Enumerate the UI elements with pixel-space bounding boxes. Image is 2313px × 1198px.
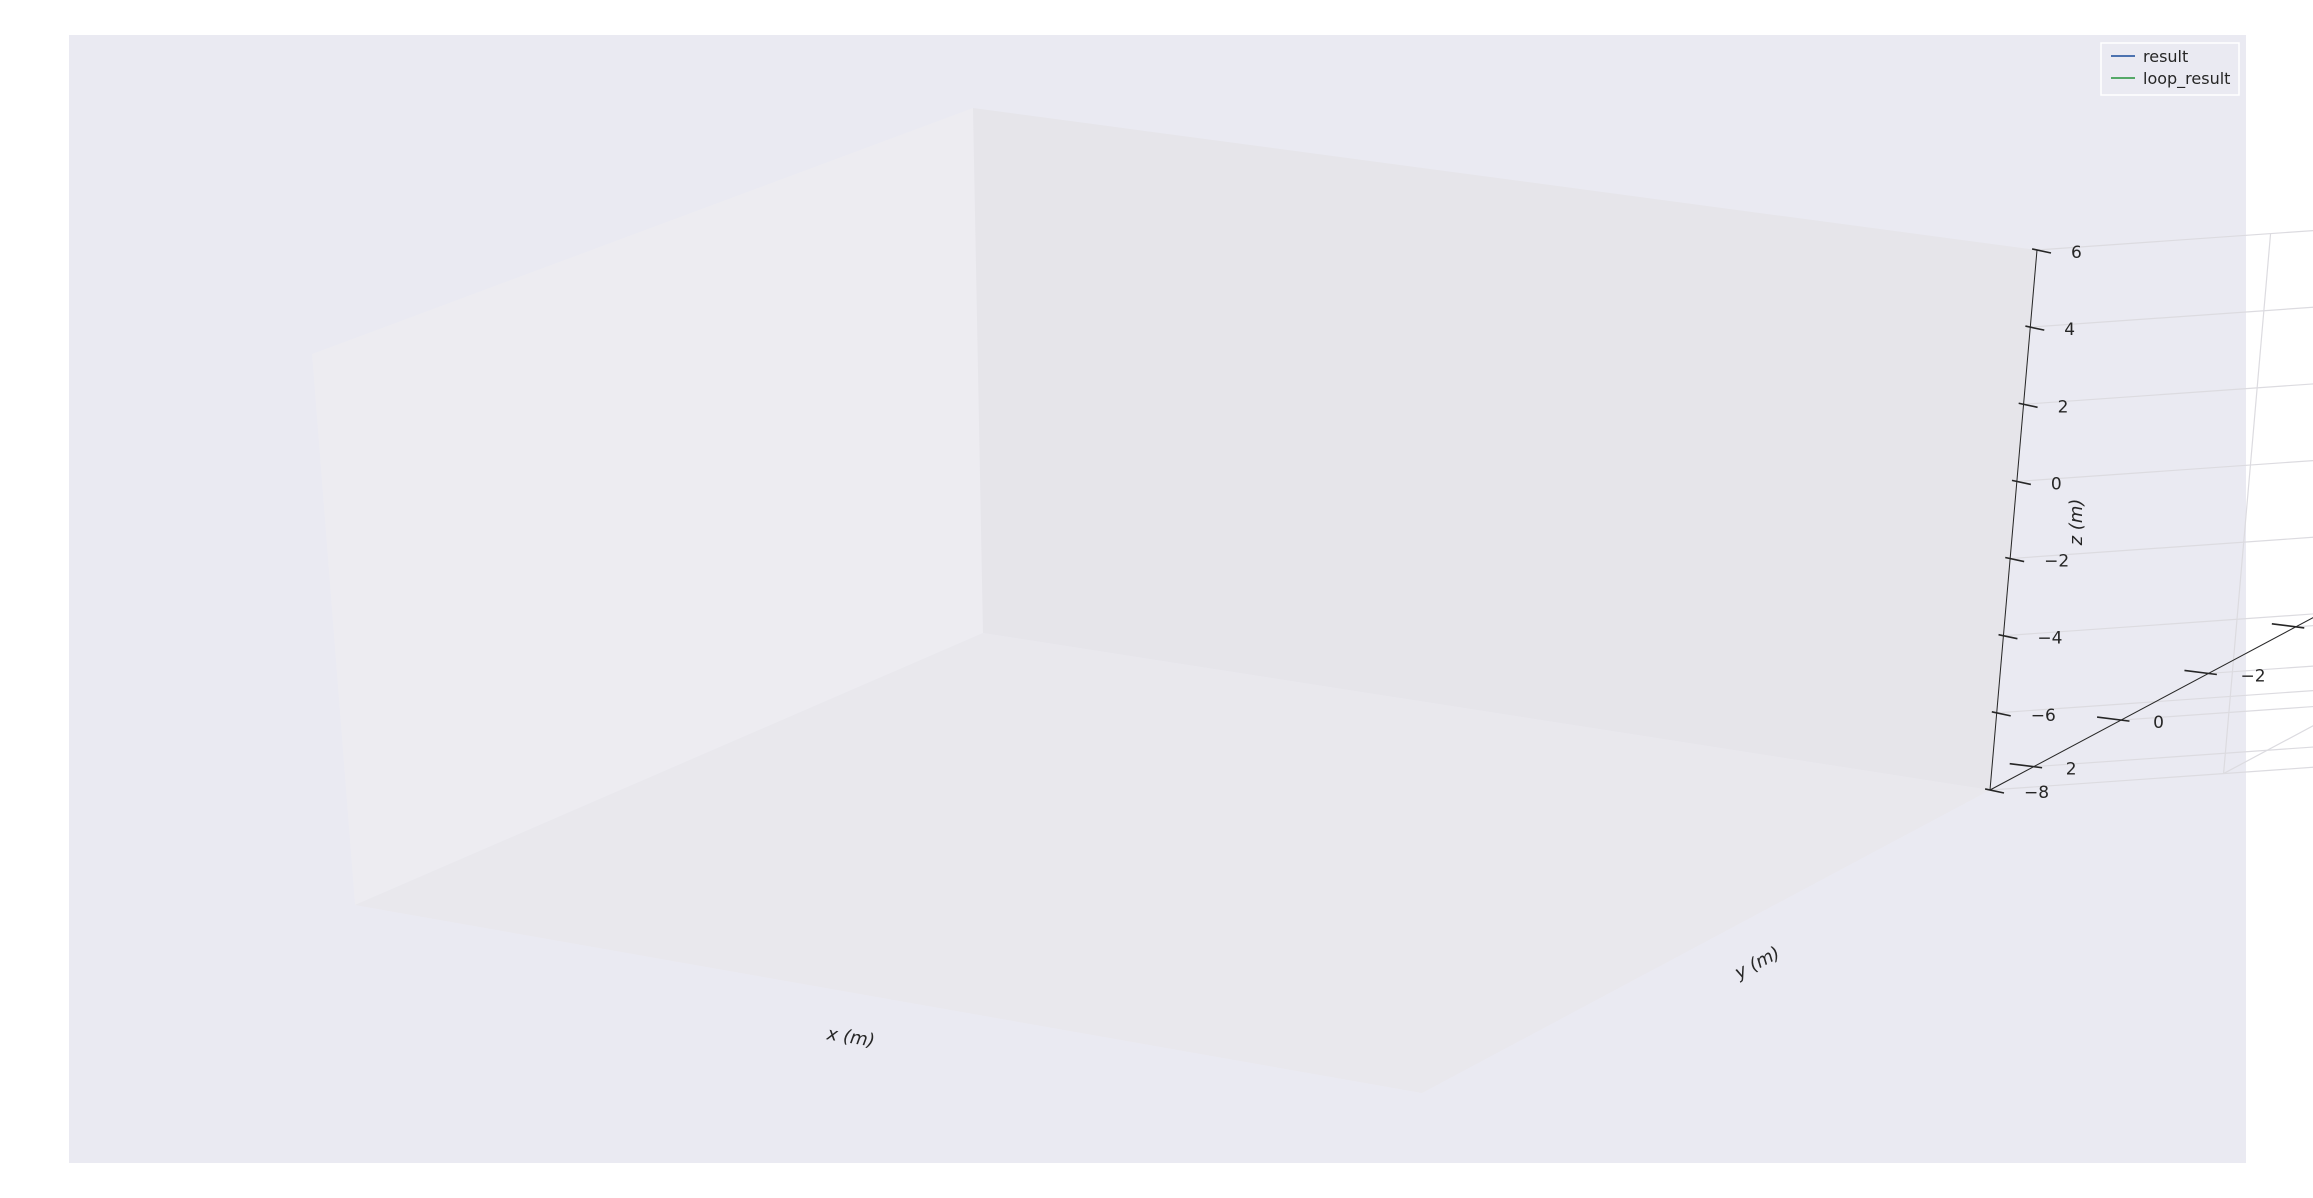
legend-label-loop-result: loop_result [2143, 69, 2230, 89]
z-axis-label: z (m) [2066, 499, 2087, 547]
y-tick-label: 0 [2153, 713, 2164, 733]
legend-label-result: result [2143, 47, 2188, 66]
z-tick-label: −2 [2044, 552, 2069, 572]
y-tick-label: 2 [2066, 760, 2077, 780]
z-tick-label: 0 [2051, 474, 2062, 494]
legend: result loop_result [2101, 43, 2239, 95]
z-tick-label: −4 [2037, 629, 2062, 649]
z-tick-label: −8 [2024, 783, 2049, 803]
z-tick-label: −6 [2031, 706, 2056, 726]
grid-line-y-floor [2296, 512, 2313, 627]
z-tick-label: 2 [2058, 397, 2069, 417]
z-tick-label: 6 [2071, 243, 2082, 263]
y-tick-label: −2 [2240, 666, 2265, 686]
z-tick-label: 4 [2064, 320, 2075, 340]
